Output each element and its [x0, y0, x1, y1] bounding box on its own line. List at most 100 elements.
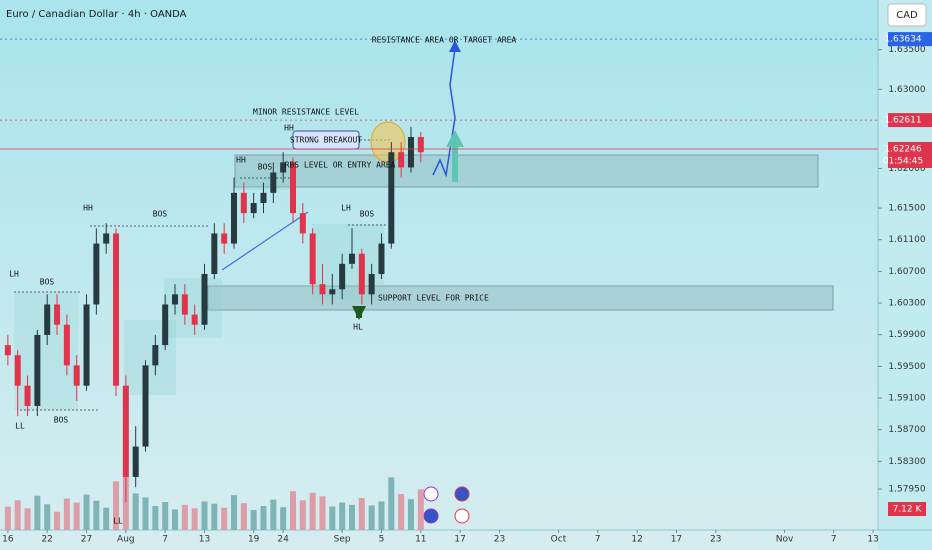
marks: 1.63500 1.63000 1.62000 1.61500 1.61100 1.607…: [0, 32, 932, 545]
y-tick-label: 1.62000: [888, 164, 925, 174]
candle-body: [289, 162, 296, 214]
support-zone: [207, 285, 834, 311]
candle-body: [358, 253, 365, 295]
annotation: HH: [83, 204, 93, 213]
candle-body: [162, 304, 169, 346]
price-level-label: 1.63634: [884, 35, 921, 45]
annotation: HH: [236, 156, 246, 165]
candle-body: [378, 243, 385, 274]
annotation: HH: [284, 124, 294, 133]
annotation: BOS: [40, 278, 55, 287]
resistance-zone: [234, 154, 819, 188]
candle-body: [231, 192, 238, 244]
volume-bar: [260, 506, 267, 530]
event-icons: [423, 486, 470, 524]
volume-bar: [309, 492, 316, 530]
volume-bar: [152, 506, 159, 530]
projection-arrow: [449, 40, 461, 52]
candle-body: [14, 355, 21, 386]
volume-bar: [319, 496, 326, 530]
hl-arrow: [352, 306, 366, 320]
volume-bar: [388, 477, 395, 530]
y-tick-label: 1.61100: [888, 235, 925, 245]
volume-bar: [211, 503, 218, 530]
volume-bar: [250, 510, 257, 530]
candle-body: [83, 304, 90, 386]
x-tick-label: 13: [867, 535, 878, 545]
annotation: LH: [9, 270, 19, 279]
candle-body: [4, 345, 11, 356]
candle-body: [211, 233, 218, 274]
volume-bar: [142, 497, 149, 530]
candle-body: [280, 162, 287, 173]
y-tick-label: 1.57950: [888, 485, 925, 495]
currency[interactable]: CAD: [896, 10, 918, 21]
price-level-label: 1.62246: [884, 144, 921, 154]
candle-body: [319, 284, 326, 295]
candle-body: [103, 233, 110, 244]
annotation: MINOR RESISTANCE LEVEL: [253, 108, 359, 117]
candle-body: [348, 253, 355, 264]
x-tick-label: 13: [199, 535, 210, 545]
volume-bar: [348, 504, 355, 530]
candle-body: [93, 243, 100, 305]
candle-body: [142, 365, 149, 447]
x-tick-label: 27: [81, 535, 92, 545]
candle-body: [250, 202, 257, 214]
candle-body: [368, 273, 375, 295]
annotation: BOS: [258, 163, 273, 172]
entry-arrow: [446, 130, 464, 147]
candle-body: [172, 294, 179, 305]
y-tick-label: 1.59100: [888, 394, 925, 404]
price-level-box: [888, 141, 932, 168]
candle-body: [122, 385, 129, 477]
price-level-box: [888, 32, 932, 47]
candle-body: [201, 273, 208, 325]
volume-bar: [162, 502, 169, 530]
annotation: BOS: [360, 210, 375, 219]
volume-bar: [14, 500, 21, 530]
currency-button[interactable]: [887, 3, 927, 27]
y-tick-label: 1.63500: [888, 45, 925, 55]
volume-bar: [132, 493, 139, 530]
x-tick-label: 16: [2, 535, 14, 545]
candle-body: [270, 172, 277, 193]
volume-bar: [93, 500, 100, 530]
annotation: RBS LEVEL OR ENTRY AREA: [285, 161, 396, 170]
chart-title: Euro / Canadian Dollar · 4h · OANDA: [6, 9, 187, 20]
candle-body: [54, 304, 61, 325]
volume-bar: [54, 511, 61, 530]
volume-bar: [63, 498, 70, 530]
volume-bar: [24, 508, 31, 530]
volume-bar: [231, 495, 238, 530]
y-tick-label: 1.59900: [888, 330, 925, 340]
candle-body: [398, 152, 405, 168]
candle-body: [260, 192, 267, 203]
volume-bar: [44, 504, 51, 530]
candle-body: [24, 385, 31, 406]
candle-body: [388, 152, 395, 244]
x-tick-label: Nov: [776, 535, 794, 545]
y-tick-label: 1.58700: [888, 425, 925, 435]
price-level-box: [888, 113, 932, 128]
breakout-circle: [370, 121, 406, 163]
x-tick-label: 17: [671, 535, 682, 545]
volume-bar: [4, 506, 11, 530]
volume-bar: [339, 502, 346, 530]
range-box: [236, 172, 296, 190]
volume-label-box: [888, 502, 926, 516]
annotation: HL: [353, 323, 363, 332]
volume-bar: [221, 507, 228, 530]
trend-line: [221, 211, 309, 271]
candle-body: [417, 137, 424, 153]
y-tick-label: 1.60700: [888, 267, 925, 277]
candle-body: [329, 289, 336, 295]
candle-body: [132, 446, 139, 477]
volume-bar: [73, 502, 80, 530]
volume-bar: [34, 495, 41, 530]
annotation: SUPPORT LEVEL FOR PRICE: [378, 294, 489, 303]
annotation: BOS: [54, 416, 69, 425]
x-tick-label: 19: [248, 535, 260, 545]
candle-body: [221, 233, 228, 244]
